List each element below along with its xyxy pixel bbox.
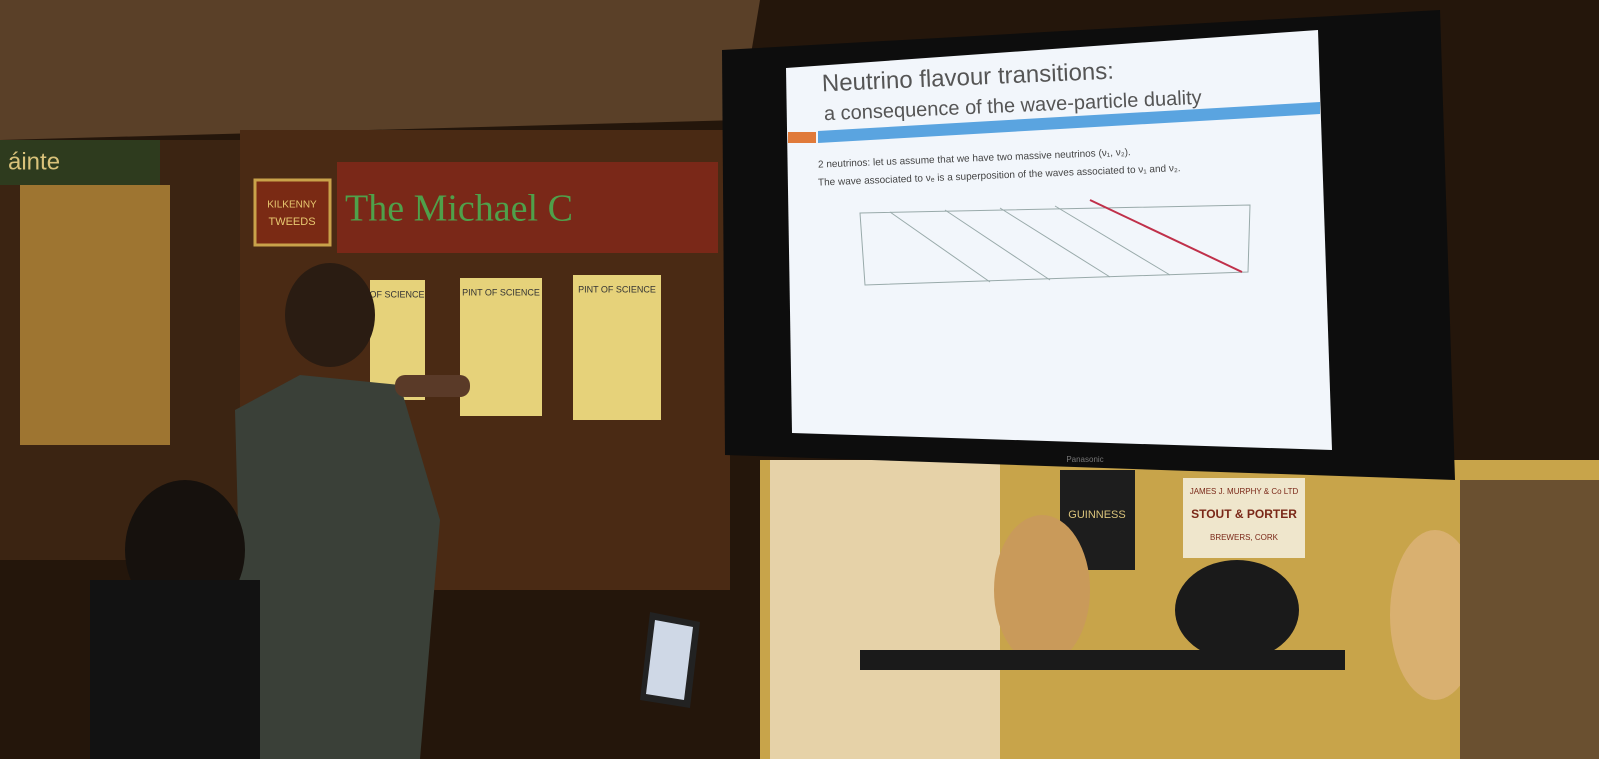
right-wall: [1460, 480, 1599, 759]
jug: [994, 515, 1090, 665]
pub-sign: [333, 158, 722, 257]
lit-shelves: [20, 185, 170, 445]
speaker-head: [285, 263, 375, 367]
slide-bar: [818, 102, 1320, 143]
poster-title: PINT OF SCIENCE: [462, 287, 540, 297]
slide-accent: [788, 132, 816, 143]
small-sign-text: TWEEDS: [268, 216, 315, 228]
ceiling: [0, 0, 760, 140]
laptop-screen: [646, 620, 693, 700]
pub-name: The Michael C: [345, 188, 573, 230]
left-sign: áinte: [8, 148, 60, 175]
speaker-body: [235, 375, 440, 759]
murphys-text: STOUT & PORTER: [1191, 507, 1297, 521]
poster: [460, 278, 542, 416]
audience-body: [90, 580, 260, 759]
guinness-text: GUINNESS: [1068, 509, 1125, 521]
poster-title: OF SCIENCE: [369, 289, 424, 299]
tv-brand: Panasonic: [1066, 455, 1103, 464]
jug: [1390, 530, 1480, 700]
murphys-text: JAMES J. MURPHY & Co LTD: [1190, 487, 1299, 496]
slide-plot: [859, 204, 1251, 286]
murphys-sign: [1183, 478, 1305, 558]
speaker-arm: [395, 375, 470, 397]
brick-pillar: [770, 460, 1000, 759]
slide-plot-line: [1089, 199, 1243, 273]
poster: [573, 275, 661, 420]
murphys-text: BREWERS, CORK: [1210, 533, 1279, 542]
poster-title: PINT OF SCIENCE: [578, 284, 656, 294]
small-sign-text: KILKENNY: [267, 200, 317, 211]
pot: [1175, 560, 1299, 660]
railing: [860, 650, 1345, 670]
small-sign: [253, 178, 332, 247]
sign-board: [0, 140, 160, 185]
